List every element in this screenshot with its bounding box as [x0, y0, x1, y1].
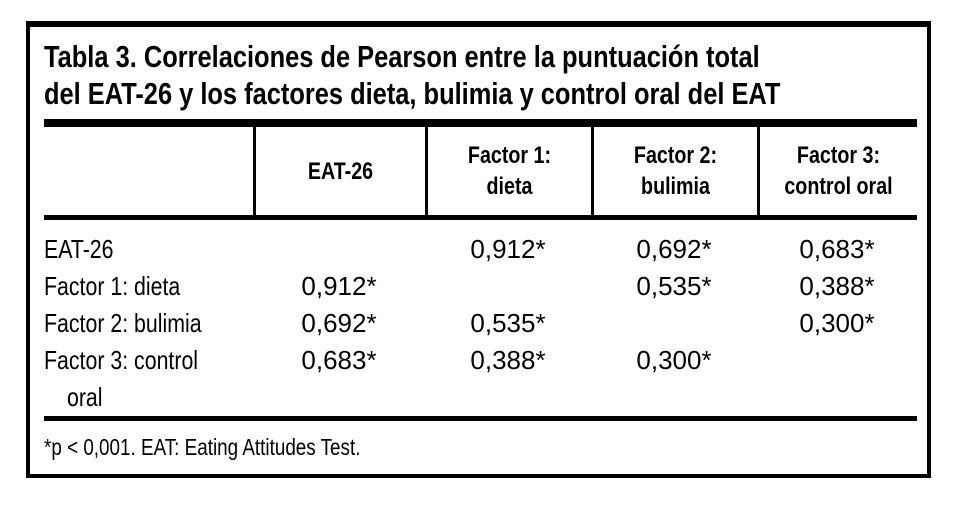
table-row-eat26: EAT-26 0,912* 0,692* 0,683*: [44, 231, 917, 268]
row-label-text-line2: oral: [66, 382, 103, 412]
row-label-factor1: Factor 1: dieta: [44, 268, 253, 305]
value-cell: 0,683*: [799, 234, 875, 264]
value-cell: 0,692*: [636, 234, 712, 264]
header-label-eat26: EAT-26: [307, 157, 374, 185]
table-header-row: EAT-26 Factor 1: dieta Factor 2: bulimia…: [44, 119, 917, 220]
value-cell: 0,535*: [636, 271, 712, 301]
header-cell-empty: [44, 127, 253, 215]
table-footnote: *p < 0,001. EAT: Eating Attitudes Test.: [44, 416, 917, 460]
row-label-text: Factor 2: bulimia: [44, 308, 202, 338]
row-label-factor3: Factor 3: control oral: [44, 342, 253, 416]
table-title: Tabla 3. Correlaciones de Pearson entre …: [44, 38, 917, 112]
header-cell-factor1: Factor 1: dieta: [425, 127, 591, 215]
value-cell: 0,535*: [470, 308, 546, 338]
row-label-factor2: Factor 2: bulimia: [44, 305, 253, 342]
row-label-text: Factor 1: dieta: [44, 271, 181, 301]
value-cell: 0,692*: [301, 308, 377, 338]
footnote-text: *p < 0,001. EAT: Eating Attitudes Test.: [44, 434, 361, 460]
header-label-factor2-line1: Factor 2:: [633, 142, 718, 169]
value-cell: 0,912*: [301, 271, 377, 301]
table-row-factor3: Factor 3: control oral 0,683* 0,388* 0,3…: [44, 342, 917, 416]
value-cell: 0,388*: [470, 345, 546, 375]
table-title-line-2: del EAT-26 y los factores dieta, bulimia…: [44, 76, 781, 111]
row-label-eat26: EAT-26: [44, 231, 253, 268]
row-label-text-line1: Factor 3: control: [44, 345, 199, 375]
value-cell: 0,683*: [301, 345, 377, 375]
table-row-factor1: Factor 1: dieta 0,912* 0,535* 0,388*: [44, 268, 917, 305]
header-label-factor3-line2: control oral: [784, 173, 893, 200]
row-label-text: EAT-26: [44, 234, 114, 264]
value-cell: 0,388*: [799, 271, 875, 301]
table-row-factor2: Factor 2: bulimia 0,692* 0,535* 0,300*: [44, 305, 917, 342]
header-label-factor1-line1: Factor 1:: [467, 142, 552, 169]
header-cell-factor2: Factor 2: bulimia: [591, 127, 757, 215]
header-label-factor3-line1: Factor 3:: [796, 142, 881, 169]
header-label-factor1-line2: dieta: [486, 173, 533, 200]
header-cell-eat26: EAT-26: [253, 127, 425, 215]
header-label-factor2-line2: bulimia: [641, 173, 710, 200]
header-cell-factor3: Factor 3: control oral: [757, 127, 917, 215]
table-content: Tabla 3. Correlaciones de Pearson entre …: [30, 38, 927, 485]
value-cell: 0,300*: [799, 308, 875, 338]
table-title-line-1: Tabla 3. Correlaciones de Pearson entre …: [44, 39, 760, 74]
table-body: EAT-26 0,912* 0,692* 0,683* Factor 1: di…: [44, 231, 917, 416]
table-panel: Tabla 3. Correlaciones de Pearson entre …: [26, 21, 931, 478]
value-cell: 0,912*: [470, 234, 546, 264]
value-cell: 0,300*: [636, 345, 712, 375]
